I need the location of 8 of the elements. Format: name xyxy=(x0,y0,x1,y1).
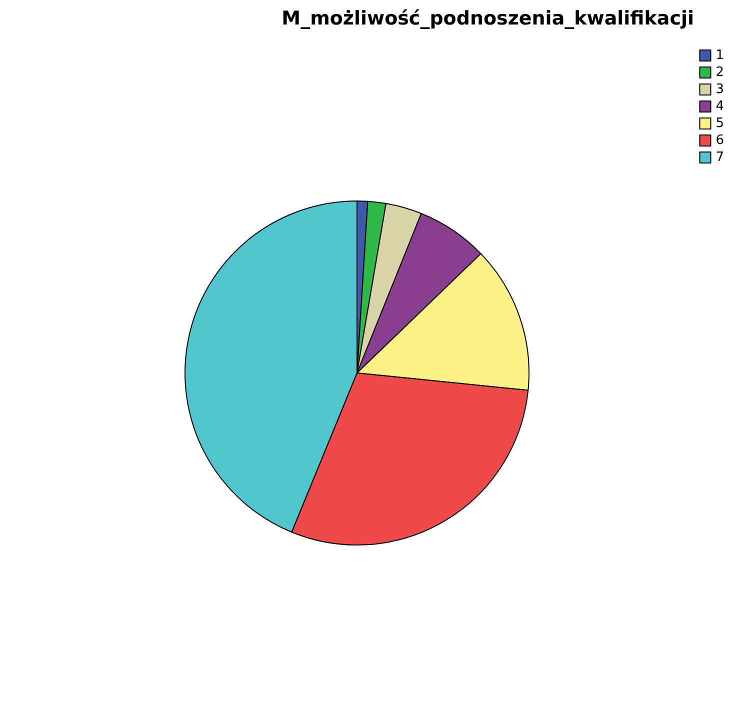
legend-label: 2 xyxy=(716,65,724,80)
chart-title: M_możliwość_podnoszenia_kwalifikacji xyxy=(282,8,694,30)
legend-label: 4 xyxy=(716,99,724,114)
legend-label: 3 xyxy=(716,82,724,97)
legend-label: 6 xyxy=(716,133,724,148)
legend-label: 7 xyxy=(716,150,724,165)
legend-label: 5 xyxy=(716,116,724,131)
legend-label: 1 xyxy=(716,48,724,63)
